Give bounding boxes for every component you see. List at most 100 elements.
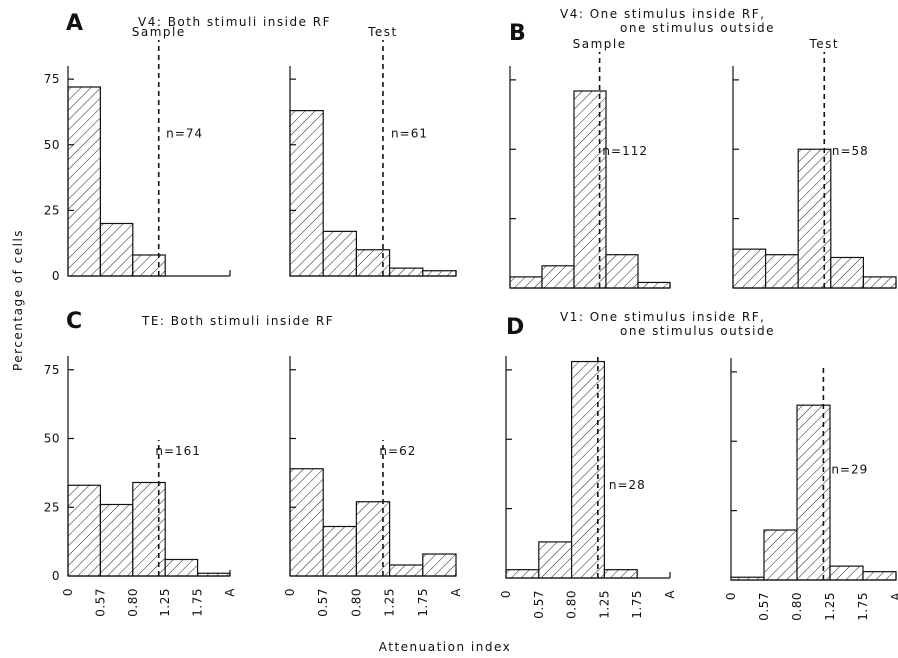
histogram-bar (796, 404, 831, 581)
histogram-bar (829, 565, 864, 581)
histogram-bar (505, 569, 540, 579)
histogram-bar (764, 254, 799, 289)
histogram-bar (132, 254, 166, 277)
subplot-B-right: Test n=58 (732, 37, 897, 289)
histogram-bar (509, 276, 543, 289)
subplot-D-right: 0 0.57 0.80 1.25 1.75 An=29 (724, 358, 898, 621)
histogram-bar (289, 468, 324, 577)
x-tick-label: 0 (499, 590, 513, 598)
y-tick-label: 50 (44, 432, 60, 446)
x-tick-label: 1.25 (823, 592, 837, 621)
subplot-D-left: 0 0.57 0.80 1.25 1.75 An=28 D V1: One stimulus … (499, 310, 775, 619)
histogram-bar (605, 254, 639, 289)
panel-letter: D (506, 315, 524, 340)
marker-label: Sample (132, 25, 186, 39)
marker-label: Test (367, 25, 398, 39)
x-tick-label: A (889, 592, 898, 601)
subplot-C-left: 0 25 50 75 0 0.57 0.80 1.25 1.75 An=161 C TE: Both … (44, 309, 334, 617)
subplot-B-left: Sample n=112 B V4: One stimulus inside RF,o… (509, 7, 775, 289)
histogram-bar (422, 270, 457, 277)
panel-title: V4: One stimulus inside RF, (560, 7, 765, 21)
histogram-bar (67, 86, 102, 277)
panel-title: V1: One stimulus inside RF, (560, 310, 765, 324)
histogram-bar (322, 230, 358, 277)
x-tick-label: 0.80 (126, 588, 140, 617)
x-tick-label: 0.80 (790, 592, 804, 621)
subplot-A-left: 0 25 50 75 Sample n=74 A V4: Both stimuli insid… (44, 11, 331, 283)
x-tick-label: 0.57 (93, 588, 107, 617)
histogram-bar (637, 281, 671, 289)
y-tick-label: 75 (44, 72, 60, 86)
y-tick-label: 25 (44, 500, 60, 514)
panel-title: one stimulus outside (620, 21, 775, 35)
histogram-bar (355, 501, 391, 577)
subplot-A-right: Test n=61 (289, 25, 457, 277)
x-tick-label: A (223, 588, 237, 597)
histogram-bar (389, 564, 424, 577)
panel-title: TE: Both stimuli inside RF (141, 314, 334, 328)
histogram-bar (830, 256, 864, 289)
x-axis-label: Attenuation index (379, 640, 512, 654)
marker-label: Test (808, 37, 839, 51)
histogram-bar (422, 553, 457, 577)
x-tick-label: 1.75 (630, 590, 644, 619)
x-tick-label: 0.57 (316, 588, 330, 617)
x-tick-label: 0.80 (349, 588, 363, 617)
x-tick-label: 1.25 (597, 590, 611, 619)
histogram-bar (355, 249, 391, 277)
panel-letter: B (509, 21, 526, 46)
histogram-bar (389, 267, 424, 277)
n-count-label: n=161 (155, 444, 201, 458)
histogram-bar (732, 248, 767, 289)
panel-letter: A (66, 11, 83, 36)
histogram-bar (289, 110, 324, 277)
histogram-bar (763, 529, 798, 581)
x-tick-label: 0.57 (757, 592, 771, 621)
x-tick-label: 1.75 (191, 588, 205, 617)
panel-letter: C (66, 309, 82, 334)
n-count-label: n=28 (609, 478, 646, 492)
histogram-bar (67, 484, 102, 577)
y-tick-label: 0 (52, 269, 60, 283)
panel-title: V4: Both stimuli inside RF (138, 15, 331, 29)
x-tick-label: 1.25 (158, 588, 172, 617)
x-tick-label: A (663, 590, 677, 599)
subplot-C-right: 0 0.57 0.80 1.25 1.75 An=62 (283, 356, 463, 617)
n-count-label: n=58 (832, 144, 869, 158)
histogram-bar (797, 148, 832, 289)
n-count-label: n=74 (166, 126, 203, 140)
y-tick-label: 50 (44, 138, 60, 152)
histogram-bar (538, 541, 573, 579)
marker-label: Sample (573, 37, 627, 51)
histogram-bar (322, 525, 358, 577)
histogram-bar (99, 222, 134, 277)
histogram-bar (603, 569, 638, 579)
histogram-bar (862, 276, 897, 289)
y-tick-label: 0 (52, 569, 60, 583)
n-count-label: n=61 (391, 126, 428, 140)
panel-title: one stimulus outside (620, 324, 775, 338)
x-tick-label: 0 (724, 592, 738, 600)
y-axis-label: Percentage of cells (11, 229, 25, 371)
x-tick-label: 1.25 (383, 588, 397, 617)
histogram-bar (570, 360, 605, 579)
histogram-bar (573, 90, 607, 289)
histogram-bar (99, 503, 134, 577)
histogram-bar (541, 265, 575, 289)
y-tick-label: 75 (44, 363, 60, 377)
histogram-bar (862, 571, 897, 581)
n-count-label: n=112 (602, 144, 648, 158)
x-tick-label: 1.75 (856, 592, 870, 621)
x-tick-label: 1.75 (416, 588, 430, 617)
y-tick-label: 25 (44, 203, 60, 217)
x-tick-label: 0 (283, 588, 297, 596)
x-tick-label: A (449, 588, 463, 597)
n-count-label: n=62 (379, 444, 416, 458)
x-tick-label: 0.57 (532, 590, 546, 619)
histogram-bar (132, 481, 166, 577)
n-count-label: n=29 (831, 462, 868, 476)
x-tick-label: 0 (61, 588, 75, 596)
x-tick-label: 0.80 (565, 590, 579, 619)
histogram-bar (164, 558, 199, 577)
